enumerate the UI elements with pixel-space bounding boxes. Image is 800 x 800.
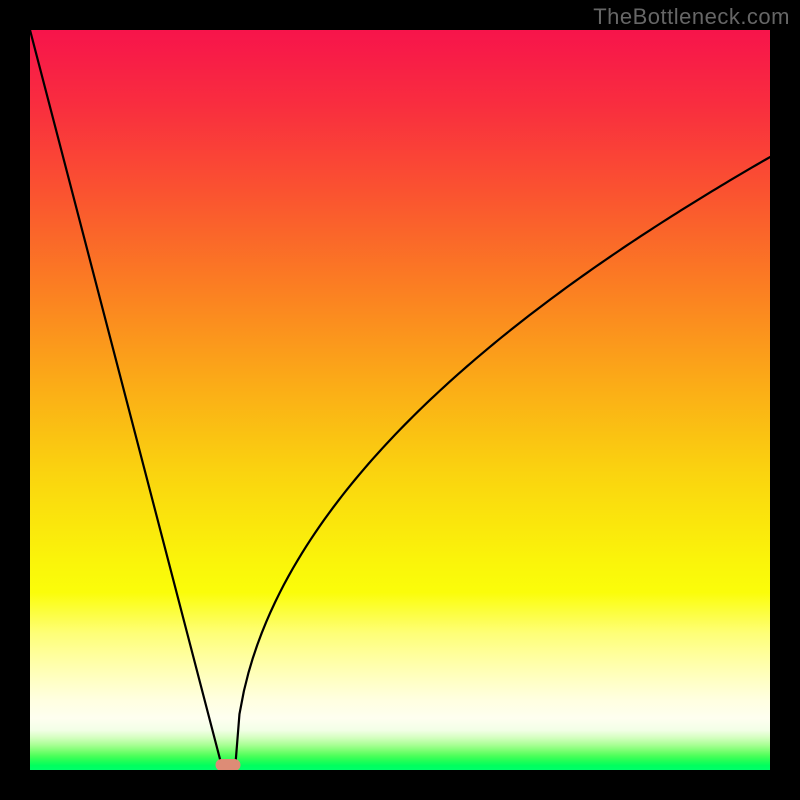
chart-frame: TheBottleneck.com — [0, 0, 800, 800]
right-curve — [235, 157, 770, 770]
left-curve — [30, 30, 221, 763]
curve-layer — [30, 30, 770, 770]
watermark-text: TheBottleneck.com — [593, 4, 790, 30]
minimum-marker — [216, 759, 241, 770]
plot-area — [30, 30, 770, 770]
